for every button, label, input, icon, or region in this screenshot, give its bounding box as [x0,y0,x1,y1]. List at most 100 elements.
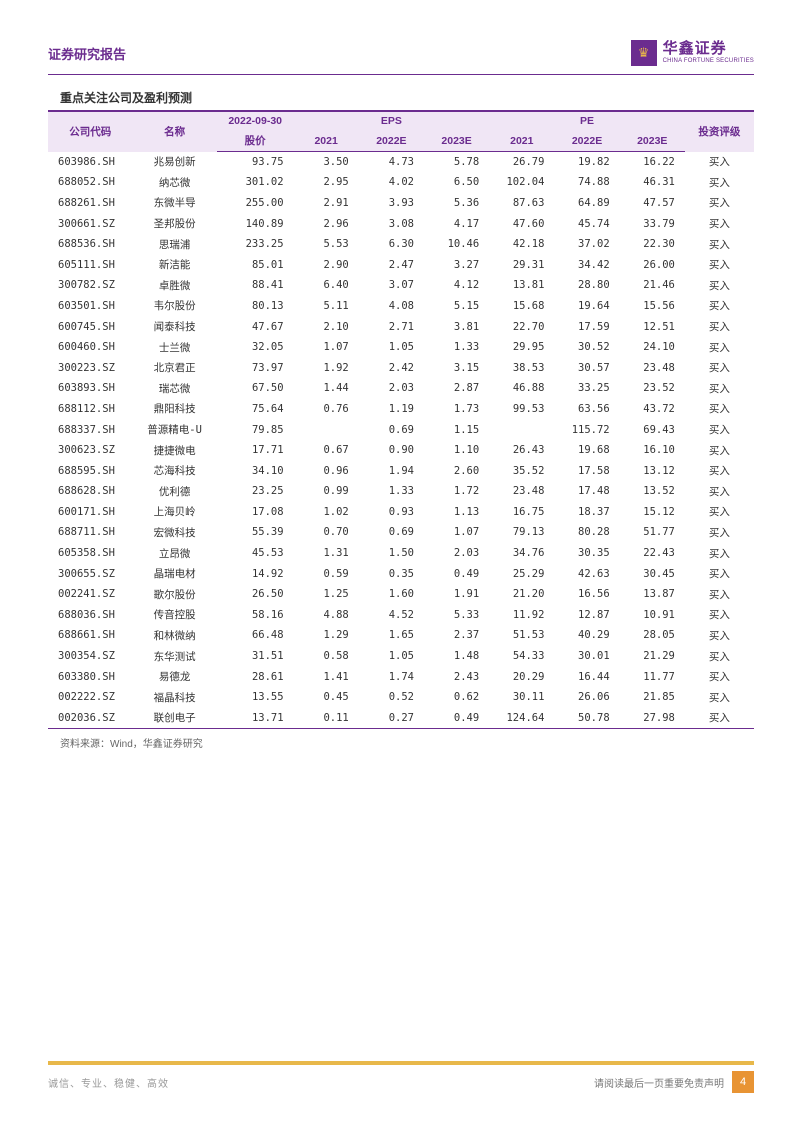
cell-price: 75.64 [217,399,294,420]
cell-rating: 买入 [685,522,754,543]
cell-eps-2023e: 3.81 [424,316,489,337]
cell-pe-2022e: 19.68 [554,440,619,461]
cell-eps-2022e: 3.93 [359,193,424,214]
cell-price: 17.71 [217,440,294,461]
cell-pe-2021: 21.20 [489,584,554,605]
cell-eps-2022e: 1.19 [359,399,424,420]
cell-eps-2021: 1.44 [294,378,359,399]
cell-price: 73.97 [217,357,294,378]
cell-price: 79.85 [217,419,294,440]
cell-pe-2021: 23.48 [489,481,554,502]
cell-code: 300655.SZ [48,563,132,584]
cell-eps-2021: 1.07 [294,337,359,358]
cell-eps-2022e: 4.02 [359,172,424,193]
cell-pe-2022e: 30.01 [554,646,619,667]
cell-eps-2022e: 2.47 [359,254,424,275]
table-row: 300223.SZ北京君正73.971.922.423.1538.5330.57… [48,357,754,378]
cell-code: 600460.SH [48,337,132,358]
cell-pe-2022e: 37.02 [554,234,619,255]
table-source: 资料来源：Wind，华鑫证券研究 [48,735,754,750]
cell-name: 纳芯微 [132,172,216,193]
cell-pe-2023e: 13.87 [620,584,685,605]
cell-code: 300661.SZ [48,213,132,234]
cell-pe-2021: 25.29 [489,563,554,584]
cell-code: 605111.SH [48,254,132,275]
cell-pe-2023e: 27.98 [620,708,685,729]
cell-eps-2022e: 0.35 [359,563,424,584]
cell-eps-2022e: 3.08 [359,213,424,234]
cell-pe-2022e: 17.59 [554,316,619,337]
th-pe-2021: 2021 [489,130,554,152]
cell-pe-2022e: 30.52 [554,337,619,358]
cell-rating: 买入 [685,502,754,523]
cell-pe-2023e: 10.91 [620,605,685,626]
cell-eps-2022e: 0.93 [359,502,424,523]
cell-code: 688595.SH [48,460,132,481]
cell-price: 32.05 [217,337,294,358]
cell-pe-2023e: 16.22 [620,152,685,173]
cell-pe-2023e: 24.10 [620,337,685,358]
cell-eps-2022e: 1.94 [359,460,424,481]
cell-price: 28.61 [217,666,294,687]
cell-rating: 买入 [685,419,754,440]
cell-code: 002222.SZ [48,687,132,708]
cell-eps-2023e: 5.36 [424,193,489,214]
cell-price: 47.67 [217,316,294,337]
cell-rating: 买入 [685,481,754,502]
cell-eps-2021: 5.53 [294,234,359,255]
forecast-table: 公司代码 名称 2022-09-30 EPS PE 投资评级 股价 2021 2… [48,110,754,729]
logo-icon: ♛ [631,40,657,66]
table-row: 002241.SZ歌尔股份26.501.251.601.9121.2016.56… [48,584,754,605]
cell-pe-2022e: 33.25 [554,378,619,399]
cell-code: 688628.SH [48,481,132,502]
cell-eps-2023e: 1.72 [424,481,489,502]
cell-eps-2021: 2.10 [294,316,359,337]
cell-eps-2021: 0.70 [294,522,359,543]
cell-rating: 买入 [685,625,754,646]
cell-pe-2023e: 15.12 [620,502,685,523]
table-row: 603986.SH兆易创新93.753.504.735.7826.7919.82… [48,152,754,173]
cell-rating: 买入 [685,460,754,481]
cell-code: 688052.SH [48,172,132,193]
cell-pe-2021: 11.92 [489,605,554,626]
table-row: 600460.SH士兰微32.051.071.051.3329.9530.522… [48,337,754,358]
cell-code: 688711.SH [48,522,132,543]
table-row: 688036.SH传音控股58.164.884.525.3311.9212.87… [48,605,754,626]
cell-eps-2022e: 4.08 [359,296,424,317]
cell-eps-2023e: 5.15 [424,296,489,317]
cell-pe-2022e: 19.64 [554,296,619,317]
cell-eps-2021: 1.02 [294,502,359,523]
cell-pe-2021: 29.31 [489,254,554,275]
cell-eps-2023e: 5.33 [424,605,489,626]
cell-code: 300623.SZ [48,440,132,461]
cell-rating: 买入 [685,646,754,667]
table-row: 688661.SH和林微纳66.481.291.652.3751.5340.29… [48,625,754,646]
table-row: 688536.SH思瑞浦233.255.536.3010.4642.1837.0… [48,234,754,255]
cell-eps-2021: 2.90 [294,254,359,275]
cell-pe-2023e: 43.72 [620,399,685,420]
cell-pe-2022e: 45.74 [554,213,619,234]
cell-pe-2023e: 33.79 [620,213,685,234]
cell-pe-2023e: 28.05 [620,625,685,646]
cell-pe-2023e: 46.31 [620,172,685,193]
cell-rating: 买入 [685,254,754,275]
th-pe-2022e: 2022E [554,130,619,152]
cell-rating: 买入 [685,213,754,234]
cell-eps-2023e: 1.07 [424,522,489,543]
table-row: 688337.SH普源精电-U79.850.691.15115.7269.43买… [48,419,754,440]
cell-price: 140.89 [217,213,294,234]
cell-pe-2023e: 26.00 [620,254,685,275]
cell-eps-2023e: 0.62 [424,687,489,708]
th-price-date: 2022-09-30 [217,111,294,130]
cell-name: 芯海科技 [132,460,216,481]
table-row: 300354.SZ东华测试31.510.581.051.4854.3330.01… [48,646,754,667]
page-footer: 诚信、专业、稳健、高效 请阅读最后一页重要免责声明 4 [0,1061,802,1093]
cell-eps-2023e: 1.13 [424,502,489,523]
cell-pe-2021: 29.95 [489,337,554,358]
cell-pe-2021: 16.75 [489,502,554,523]
cell-price: 45.53 [217,543,294,564]
table-row: 688052.SH纳芯微301.022.954.026.50102.0474.8… [48,172,754,193]
cell-eps-2021: 4.88 [294,605,359,626]
cell-name: 东微半导 [132,193,216,214]
cell-name: 闻泰科技 [132,316,216,337]
